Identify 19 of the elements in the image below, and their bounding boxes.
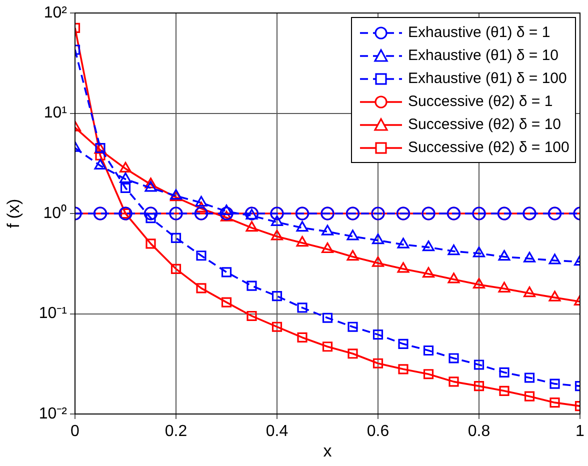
legend-label: Exhaustive (θ1) δ = 10	[408, 47, 559, 64]
y-axis-title: f (x)	[4, 198, 23, 228]
legend-label: Successive (θ2) δ = 10	[408, 116, 562, 133]
y-tick-label: 10¹	[44, 104, 67, 122]
x-tick-label: 0	[70, 423, 80, 440]
legend-label: Exhaustive (θ1) δ = 100	[408, 70, 567, 87]
legend-label: Successive (θ2) δ = 100	[408, 139, 570, 156]
y-tick-label: 10⁻¹	[38, 305, 67, 322]
x-tick-label: 0.4	[266, 423, 288, 440]
x-axis-title: x	[323, 441, 332, 460]
x-tick-label: 0.8	[468, 423, 490, 440]
x-tick-label: 0.2	[164, 423, 188, 440]
y-tick-label: 10⁻²	[38, 405, 68, 422]
legend-label: Exhaustive (θ1) δ = 1	[408, 24, 550, 41]
x-tick-label: 0.6	[366, 423, 390, 440]
x-tick-label: 1	[576, 423, 585, 440]
legend-label: Successive (θ2) δ = 1	[408, 93, 553, 110]
y-tick-label: 10²	[44, 4, 68, 22]
y-tick-label: 10⁰	[43, 204, 67, 222]
